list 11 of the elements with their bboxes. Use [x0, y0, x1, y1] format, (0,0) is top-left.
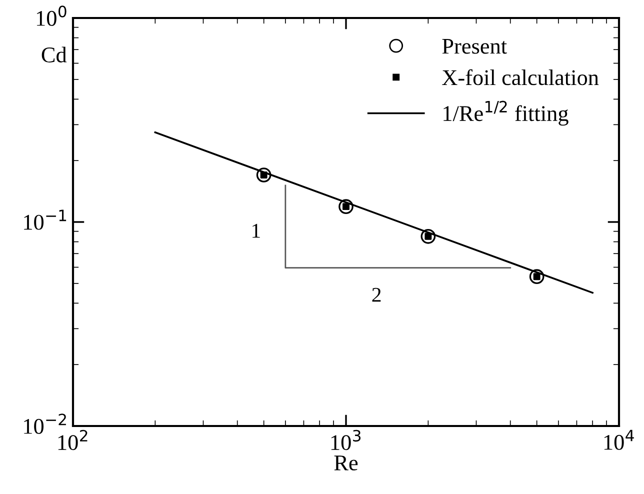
- legend-label: 1/Re$^{1/2}$ fitting: [444, 100, 568, 126]
- y-axis-title: Cd: [42, 46, 67, 62]
- annotation: 1: [252, 224, 260, 238]
- x-tick-label: 10$^{4}$: [604, 430, 634, 450]
- y-tick-label: 10$^{0}$: [36, 6, 66, 26]
- x-tick-label: 10$^{3}$: [331, 430, 361, 450]
- y-tick-label: 10$^{−1}$: [24, 210, 66, 230]
- annotation: 2: [372, 288, 381, 302]
- x-axis-title: Re: [334, 456, 358, 470]
- legend-label: X-foil calculation: [442, 69, 599, 86]
- legend-label: Present: [442, 39, 507, 54]
